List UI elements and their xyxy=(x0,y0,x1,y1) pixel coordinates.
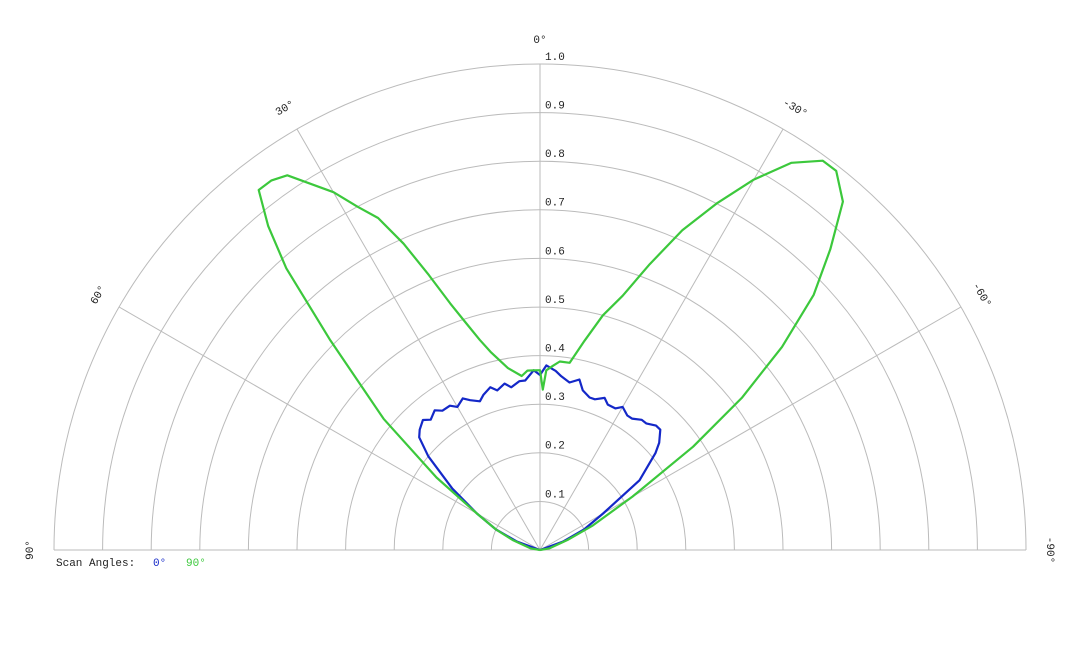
r-tick-label: 0.8 xyxy=(545,149,565,161)
r-tick-label: 0.1 xyxy=(545,489,565,501)
r-tick-label: 1.0 xyxy=(545,52,565,64)
theta-tick-label: -60° xyxy=(969,281,993,310)
legend-entry: 90° xyxy=(186,558,206,570)
theta-tick-label: 0° xyxy=(533,35,546,47)
grid-spoke xyxy=(539,306,962,551)
theta-tick-label: 90° xyxy=(25,540,37,560)
grid-spoke xyxy=(118,306,541,551)
r-tick-label: 0.5 xyxy=(545,295,565,307)
r-tick-label: 0.4 xyxy=(545,344,565,356)
r-tick-label: 0.2 xyxy=(545,441,565,453)
legend-entry: 0° xyxy=(153,558,166,570)
r-tick-label: 0.3 xyxy=(545,392,565,404)
series-line xyxy=(257,159,844,552)
r-tick-label: 0.6 xyxy=(545,246,565,258)
r-tick-label: 0.7 xyxy=(545,198,565,210)
grid-spoke xyxy=(539,128,784,551)
theta-tick-label: -90° xyxy=(1043,537,1055,563)
theta-tick-label: 60° xyxy=(89,284,109,307)
legend-title: Scan Angles: xyxy=(56,558,135,570)
theta-tick-label: 30° xyxy=(274,99,297,119)
r-tick-label: 0.9 xyxy=(545,101,565,113)
grid-spoke xyxy=(296,128,541,551)
theta-tick-label: -30° xyxy=(780,97,809,121)
